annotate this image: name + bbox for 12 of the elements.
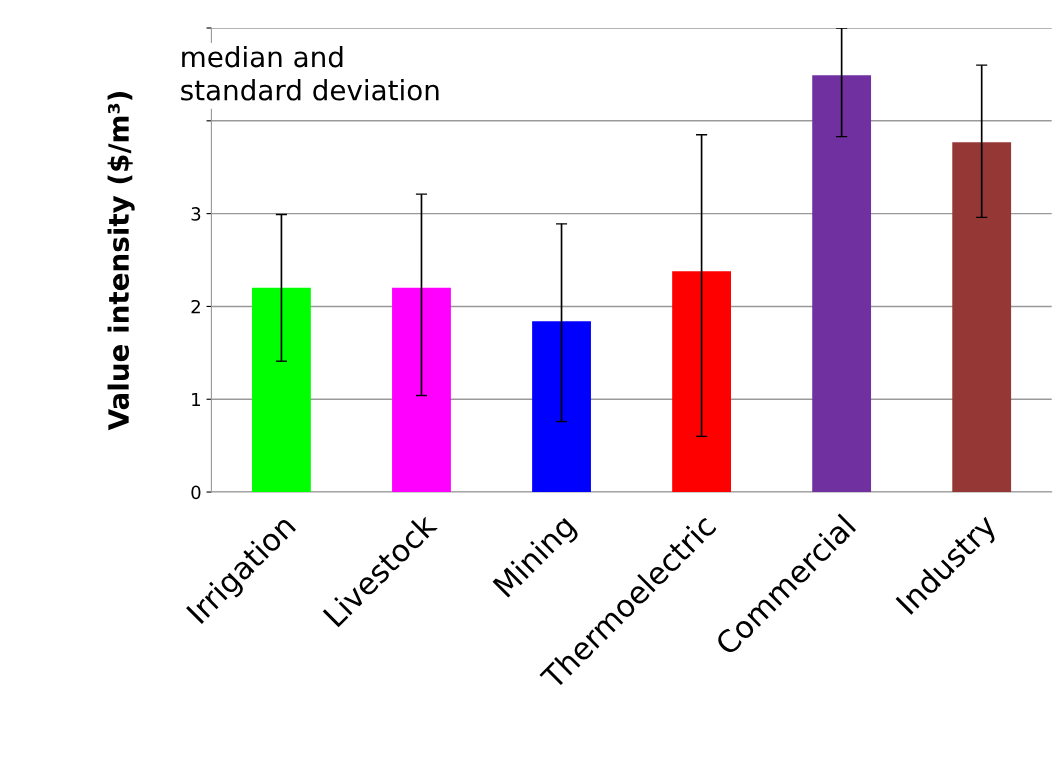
bar (812, 75, 872, 493)
bar (252, 287, 311, 493)
bar (952, 142, 1012, 493)
bar (672, 271, 731, 493)
y-axis-title: Value intensity ($/m³) (107, 92, 135, 431)
y-tick-label: 3 (191, 207, 201, 221)
annotation: median and standard deviation (181, 45, 439, 101)
y-tick-label: 1 (192, 392, 201, 407)
y-tick-label: 2 (191, 299, 200, 314)
bar (392, 287, 451, 493)
bar (532, 321, 591, 493)
y-tick-label: 0 (191, 485, 201, 500)
